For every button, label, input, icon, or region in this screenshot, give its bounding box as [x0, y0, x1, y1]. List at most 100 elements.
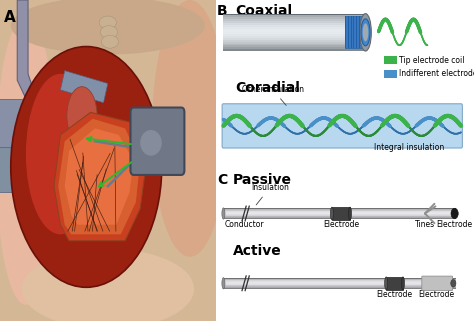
Polygon shape — [54, 112, 146, 241]
Bar — [223, 218, 456, 219]
Ellipse shape — [26, 74, 95, 234]
Bar — [223, 284, 456, 285]
Ellipse shape — [0, 16, 56, 305]
Bar — [223, 208, 456, 209]
Bar — [223, 30, 365, 32]
Bar — [223, 212, 456, 213]
Bar — [223, 215, 456, 216]
Ellipse shape — [11, 0, 205, 55]
Ellipse shape — [101, 35, 118, 48]
FancyBboxPatch shape — [130, 108, 184, 175]
Bar — [223, 36, 365, 38]
Bar — [223, 213, 456, 214]
Bar — [386, 277, 403, 290]
Bar — [223, 13, 365, 15]
Bar — [223, 25, 365, 27]
Bar — [345, 16, 346, 48]
Text: A: A — [4, 10, 16, 25]
FancyBboxPatch shape — [222, 104, 462, 148]
Ellipse shape — [330, 207, 334, 220]
Bar — [223, 40, 365, 42]
Bar — [223, 21, 365, 23]
Ellipse shape — [152, 0, 228, 257]
Text: Coaxial: Coaxial — [235, 4, 292, 18]
Bar — [223, 216, 456, 217]
Text: Other insulation: Other insulation — [241, 85, 303, 105]
Bar — [223, 49, 365, 51]
Ellipse shape — [222, 278, 225, 289]
Bar — [223, 208, 456, 209]
Ellipse shape — [401, 277, 404, 290]
Circle shape — [451, 280, 456, 287]
Ellipse shape — [11, 47, 162, 287]
Bar — [223, 38, 365, 40]
Text: Indifferent electrode coil: Indifferent electrode coil — [399, 69, 474, 78]
Text: Electrode: Electrode — [437, 221, 473, 230]
Bar — [223, 287, 456, 288]
Bar — [223, 278, 456, 279]
Bar — [223, 281, 456, 282]
Bar — [223, 44, 365, 46]
Polygon shape — [0, 0, 216, 321]
Text: Conductor: Conductor — [224, 221, 264, 230]
Polygon shape — [64, 128, 134, 225]
Bar — [223, 280, 456, 281]
Ellipse shape — [67, 87, 97, 144]
Bar — [383, 56, 396, 64]
Polygon shape — [58, 119, 140, 234]
Circle shape — [451, 208, 458, 219]
Ellipse shape — [361, 19, 370, 46]
Bar — [223, 49, 365, 51]
Bar — [223, 211, 456, 212]
Bar — [223, 214, 456, 215]
Polygon shape — [17, 0, 95, 154]
Ellipse shape — [348, 207, 352, 220]
Bar — [223, 285, 456, 286]
Bar — [223, 210, 456, 211]
Ellipse shape — [360, 13, 371, 51]
Bar — [347, 16, 349, 48]
Text: Electrode: Electrode — [377, 290, 413, 299]
Ellipse shape — [100, 26, 118, 39]
Bar — [223, 288, 456, 289]
Text: Electrode: Electrode — [419, 290, 455, 299]
Bar — [223, 34, 365, 36]
Polygon shape — [60, 71, 108, 103]
Text: Coradial: Coradial — [235, 81, 300, 95]
Text: Tip electrode coil: Tip electrode coil — [399, 56, 465, 65]
Bar — [223, 278, 456, 279]
FancyBboxPatch shape — [0, 148, 30, 193]
Ellipse shape — [384, 277, 388, 290]
Bar — [223, 47, 365, 49]
Bar — [353, 16, 355, 48]
Bar — [332, 207, 350, 220]
Bar — [223, 288, 456, 289]
Bar — [223, 29, 365, 30]
Ellipse shape — [363, 23, 368, 41]
Text: Active: Active — [232, 244, 281, 258]
Bar — [356, 16, 357, 48]
Text: Passive: Passive — [232, 173, 292, 187]
Ellipse shape — [222, 208, 225, 219]
Bar — [223, 13, 365, 15]
Bar — [223, 27, 365, 29]
Bar — [223, 17, 365, 19]
Text: B: B — [217, 4, 228, 18]
Bar — [223, 46, 365, 47]
Bar — [223, 23, 365, 25]
Bar — [223, 19, 365, 21]
Bar — [223, 32, 365, 34]
Text: Insulation: Insulation — [251, 183, 289, 205]
Bar — [223, 279, 456, 280]
Ellipse shape — [21, 249, 194, 321]
Bar — [359, 16, 360, 48]
Bar — [223, 42, 365, 44]
FancyBboxPatch shape — [0, 100, 43, 151]
Bar — [223, 15, 365, 17]
Bar — [223, 217, 456, 218]
Text: Tines: Tines — [415, 221, 435, 230]
Text: Integral insulation: Integral insulation — [374, 143, 445, 152]
FancyBboxPatch shape — [422, 276, 453, 291]
Bar — [223, 286, 456, 287]
Bar — [350, 16, 352, 48]
